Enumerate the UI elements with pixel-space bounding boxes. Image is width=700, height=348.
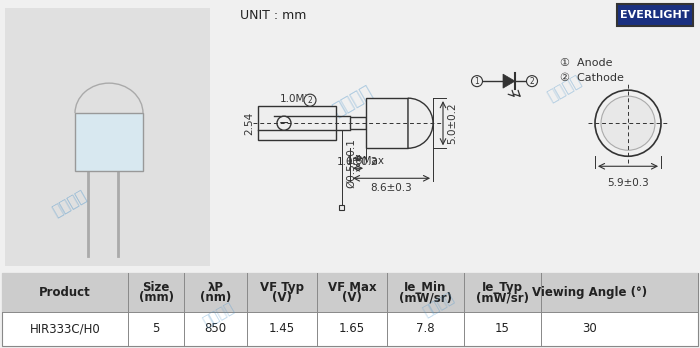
- Bar: [5, 8, 210, 267]
- Text: 1.5Max: 1.5Max: [347, 156, 385, 166]
- Text: −: −: [279, 117, 289, 130]
- Circle shape: [304, 94, 316, 106]
- Text: 1.45: 1.45: [269, 322, 295, 335]
- Text: VF Typ: VF Typ: [260, 281, 304, 294]
- Circle shape: [277, 116, 291, 130]
- Text: ①  Anode: ① Anode: [560, 58, 612, 68]
- Text: (mm): (mm): [139, 291, 174, 304]
- Polygon shape: [503, 74, 515, 88]
- Text: ②  Cathode: ② Cathode: [560, 73, 624, 83]
- Text: Viewing Angle (°): Viewing Angle (°): [533, 286, 648, 299]
- Text: λP: λP: [207, 281, 223, 294]
- Bar: [350, 117, 366, 129]
- Bar: [75, 113, 143, 171]
- Text: (mW/sr): (mW/sr): [476, 291, 529, 304]
- Text: 1.0±0.2: 1.0±0.2: [337, 157, 379, 167]
- Text: EVERLIGHT: EVERLIGHT: [620, 10, 690, 20]
- Circle shape: [595, 90, 661, 156]
- Text: (V): (V): [342, 291, 362, 304]
- Text: Ø0.5±0.1: Ø0.5±0.1: [346, 138, 356, 188]
- Text: (nm): (nm): [200, 291, 231, 304]
- Text: Ie_Typ: Ie_Typ: [482, 281, 523, 294]
- Circle shape: [472, 76, 482, 87]
- Bar: [2, 274, 698, 312]
- Text: 2: 2: [307, 96, 312, 105]
- Text: 850: 850: [204, 322, 227, 335]
- Text: 8.6±0.3: 8.6±0.3: [370, 183, 412, 193]
- Text: 30: 30: [582, 322, 597, 335]
- Text: 超毅电子: 超毅电子: [545, 73, 584, 104]
- Text: 超毅电子: 超毅电子: [50, 188, 89, 219]
- Circle shape: [601, 96, 655, 150]
- Text: (mW/sr): (mW/sr): [399, 291, 452, 304]
- Wedge shape: [408, 98, 433, 148]
- Text: 超毅电子: 超毅电子: [330, 83, 376, 120]
- Text: Product: Product: [39, 286, 91, 299]
- Text: 7.8: 7.8: [416, 322, 435, 335]
- Bar: [258, 106, 336, 140]
- Text: 超毅电子: 超毅电子: [420, 290, 456, 319]
- Text: 1: 1: [475, 77, 480, 86]
- Text: 5.9±0.3: 5.9±0.3: [607, 178, 649, 188]
- Text: 2.54: 2.54: [244, 112, 254, 135]
- Text: (V): (V): [272, 291, 292, 304]
- Text: UNIT : mm: UNIT : mm: [240, 9, 307, 22]
- Text: 5.0±0.2: 5.0±0.2: [447, 102, 457, 144]
- Text: Size: Size: [142, 281, 169, 294]
- Text: 15: 15: [495, 322, 510, 335]
- Text: 2: 2: [530, 77, 534, 86]
- Text: 1.65: 1.65: [339, 322, 365, 335]
- Text: 5: 5: [153, 322, 160, 335]
- Text: Ie_Min: Ie_Min: [405, 281, 447, 294]
- Text: 1.0Min: 1.0Min: [280, 94, 315, 104]
- Text: HIR333C/H0: HIR333C/H0: [29, 322, 100, 335]
- Bar: [366, 98, 408, 148]
- Bar: [617, 4, 693, 26]
- Circle shape: [526, 76, 538, 87]
- Text: VF Max: VF Max: [328, 281, 377, 294]
- Bar: [339, 205, 344, 210]
- Text: 超毅电子: 超毅电子: [200, 300, 236, 329]
